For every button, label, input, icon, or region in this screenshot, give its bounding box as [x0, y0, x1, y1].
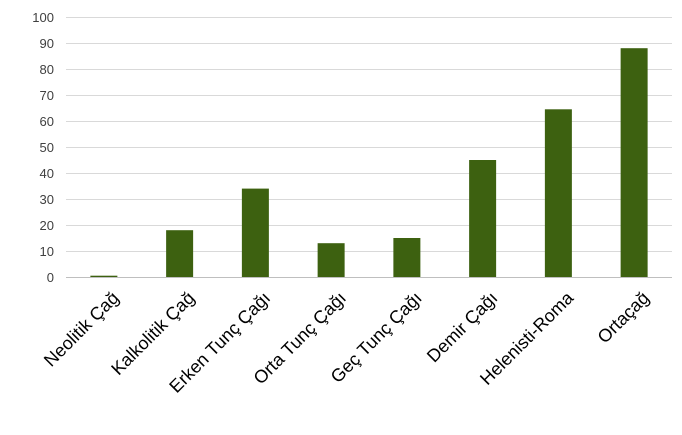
x-tick-label: Demir Çağı [423, 288, 502, 367]
y-tick-label: 70 [40, 88, 54, 103]
y-tick-label: 0 [47, 270, 54, 285]
bar [620, 48, 648, 278]
bar [544, 109, 572, 277]
y-axis-ticks: 0 10 20 30 40 50 60 70 80 90 100 [32, 10, 54, 285]
y-tick-label: 30 [40, 192, 54, 207]
bar [90, 275, 118, 277]
y-tick-label: 50 [40, 140, 54, 155]
x-tick-label: Ortaçağ [594, 288, 653, 347]
y-tick-label: 90 [40, 36, 54, 51]
y-tick-label: 20 [40, 218, 54, 233]
x-tick-label: Neolitik Çağ [40, 288, 123, 371]
gridlines [66, 17, 672, 252]
bar [241, 188, 269, 277]
bar [393, 238, 421, 277]
bar [317, 243, 345, 277]
y-tick-label: 80 [40, 62, 54, 77]
y-tick-label: 40 [40, 166, 54, 181]
y-tick-label: 10 [40, 244, 54, 259]
bar [469, 160, 497, 277]
bars [90, 48, 648, 278]
y-tick-label: 100 [32, 10, 54, 25]
bar [166, 230, 194, 277]
y-tick-label: 60 [40, 114, 54, 129]
